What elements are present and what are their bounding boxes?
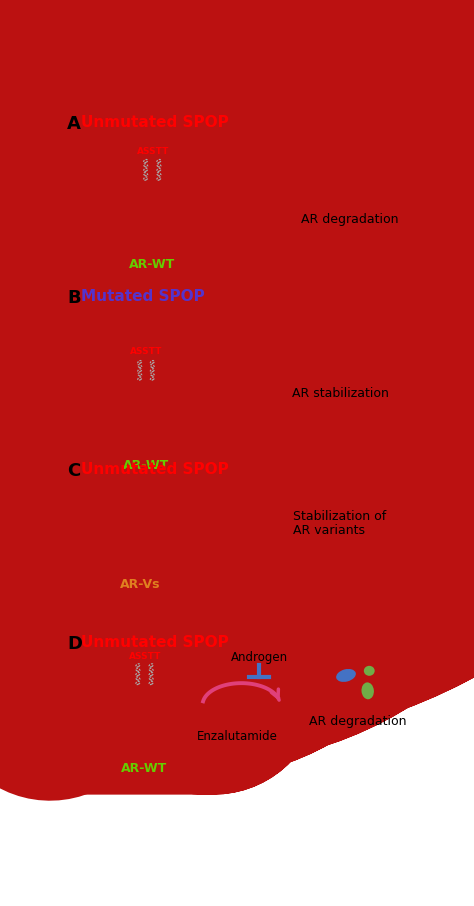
Text: ASSTT: ASSTT [130, 347, 162, 356]
Text: AR degradation: AR degradation [309, 716, 406, 728]
Ellipse shape [357, 165, 368, 176]
FancyBboxPatch shape [133, 507, 148, 576]
FancyBboxPatch shape [133, 507, 148, 523]
Text: AR-WT: AR-WT [129, 258, 175, 271]
FancyBboxPatch shape [154, 181, 172, 230]
Text: Enzalutamide: Enzalutamide [197, 730, 278, 743]
Text: A: A [67, 115, 81, 133]
Ellipse shape [356, 182, 368, 198]
Text: Unmutated SPOP: Unmutated SPOP [81, 115, 228, 130]
Text: AR-WT: AR-WT [121, 763, 168, 776]
Text: AR variants: AR variants [293, 524, 365, 536]
Ellipse shape [336, 669, 356, 682]
FancyBboxPatch shape [144, 181, 161, 257]
Ellipse shape [364, 666, 374, 676]
Text: Unmutated SPOP: Unmutated SPOP [81, 462, 228, 477]
Polygon shape [118, 144, 183, 166]
Ellipse shape [330, 169, 350, 181]
Polygon shape [108, 477, 173, 498]
Circle shape [146, 404, 156, 414]
Text: Mutated SPOP: Mutated SPOP [81, 289, 205, 304]
Ellipse shape [362, 682, 374, 699]
Circle shape [153, 204, 162, 213]
Text: AR-Vs: AR-Vs [120, 578, 161, 592]
FancyBboxPatch shape [147, 382, 166, 431]
Text: D: D [67, 634, 82, 652]
Text: ASSTT: ASSTT [129, 651, 162, 660]
FancyBboxPatch shape [136, 686, 153, 762]
Circle shape [145, 708, 155, 717]
Polygon shape [108, 312, 178, 332]
FancyBboxPatch shape [146, 686, 164, 735]
Text: C: C [67, 462, 80, 480]
FancyBboxPatch shape [137, 382, 155, 458]
Text: AR stabilization: AR stabilization [292, 387, 389, 400]
Text: AR-WT: AR-WT [123, 459, 169, 472]
Text: B: B [67, 289, 81, 307]
Text: Androgen: Androgen [231, 651, 288, 664]
Text: ASSTT: ASSTT [137, 148, 169, 157]
Text: AR degradation: AR degradation [301, 214, 399, 226]
Polygon shape [110, 649, 175, 670]
Text: Stabilization of: Stabilization of [293, 510, 387, 523]
Text: Unmutated SPOP: Unmutated SPOP [81, 634, 228, 650]
